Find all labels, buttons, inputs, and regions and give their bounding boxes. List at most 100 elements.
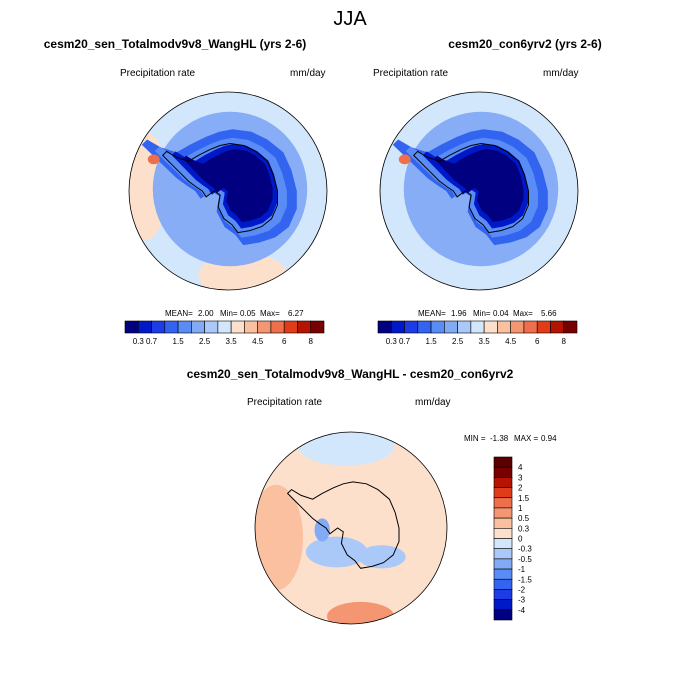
colorbar-swatch [493, 517, 513, 529]
colorbar-swatch [510, 320, 525, 334]
colorbar-swatch [204, 320, 219, 334]
map-boundary [254, 431, 448, 625]
colorbar-tick-label: 3.5 [479, 337, 491, 346]
colorbar-swatch [310, 320, 325, 334]
panel-3-min-label: MIN = [464, 434, 486, 443]
colorbar-tick-label: 6 [282, 337, 287, 346]
panel-3-title: cesm20_sen_Totalmodv9v8_WangHL - cesm20_… [186, 367, 514, 381]
panel-3-max-value: 0.94 [541, 434, 557, 443]
colorbar-swatch [536, 320, 551, 334]
colorbar-swatch [390, 320, 405, 334]
colorbar-swatch [493, 528, 513, 539]
colorbar-swatch [283, 320, 298, 334]
colorbar-swatch [493, 487, 513, 499]
colorbar-swatch [493, 477, 513, 488]
colorbar-swatch [151, 320, 166, 334]
colorbar-swatch [430, 320, 445, 334]
panel-1-title: cesm20_sen_Totalmodv9v8_WangHL (yrs 2-6) [43, 37, 307, 51]
pacific-negative-field [298, 432, 395, 466]
panel-2-colorbar: 0.3 0.7 1.5 2.5 3.5 4.5 6 8 [377, 320, 578, 346]
colorbar-tick-label: 2.5 [199, 337, 211, 346]
colorbar-tick-label: 3 [518, 473, 523, 482]
colorbar-tick-label: 8 [561, 337, 566, 346]
panel-1-right-label: mm/day [290, 68, 326, 79]
colorbar-swatch [493, 609, 513, 621]
colorbar-swatch [377, 320, 392, 334]
colorbar-tick-label: 2 [518, 484, 523, 493]
colorbar-swatch [483, 320, 498, 334]
colorbar-tick-label: -3 [518, 596, 526, 605]
colorbar-tick-label: 4.5 [505, 337, 517, 346]
colorbar-swatch [404, 320, 419, 334]
colorbar-tick-label: -1.5 [518, 575, 532, 584]
colorbar-tick-label: 1.5 [518, 494, 530, 503]
colorbar-swatch [493, 568, 513, 580]
colorbar-tick-label: 0.3 [133, 337, 145, 346]
colorbar-tick-label: -2 [518, 585, 526, 594]
colorbar-swatch [124, 320, 139, 334]
colorbar-swatch [164, 320, 179, 334]
antarctica-coastline [286, 481, 400, 569]
panel-1-colorbar: 0.3 0.7 1.5 2.5 3.5 4.5 6 8 [124, 320, 325, 346]
colorbar-swatch [493, 538, 513, 549]
panel-3-right-label: mm/day [415, 397, 451, 408]
colorbar-tick-label: 4 [518, 463, 523, 472]
colorbar-swatch [493, 466, 513, 478]
colorbar-swatch [563, 320, 578, 334]
colorbar-swatch [550, 320, 565, 334]
colorbar-tick-label: -0.5 [518, 555, 532, 564]
panel-1-min-value: 0.05 [240, 309, 256, 318]
colorbar-tick-label: 0.7 [146, 337, 158, 346]
colorbar-tick-label: 0 [518, 535, 523, 544]
colorbar-tick-label: -0.3 [518, 545, 532, 554]
colorbar-tick-label: 0.5 [518, 514, 530, 523]
colorbar-swatch [444, 320, 458, 334]
colorbar-swatch [497, 320, 511, 334]
colorbar-tick-label: 1.5 [426, 337, 438, 346]
colorbar-swatch [417, 320, 432, 334]
colorbar-swatch [177, 320, 192, 334]
colorbar-tick-label: 0.3 [518, 524, 530, 533]
colorbar-tick-label: 0.3 [386, 337, 398, 346]
panel-2-left-label: Precipitation rate [373, 68, 449, 79]
colorbar-swatch [493, 599, 513, 611]
colorbar-swatch [244, 320, 258, 334]
colorbar-swatch [493, 548, 513, 560]
colorbar-swatch [137, 320, 152, 334]
panel-2-max-label: Max= [513, 309, 533, 318]
panel-3-max-label: MAX = [514, 434, 539, 443]
panel-2-title: cesm20_con6yrv2 (yrs 2-6) [448, 37, 602, 51]
panel-3-left-label: Precipitation rate [247, 397, 323, 408]
map-boundary [379, 91, 579, 291]
peninsula-maximum [147, 154, 160, 165]
peninsula-maximum [398, 154, 411, 165]
colorbar-swatch [217, 320, 232, 334]
colorbar-tick-label: 6 [535, 337, 540, 346]
panel-2-right-label: mm/day [543, 68, 579, 79]
colorbar-tick-label: 4.5 [252, 337, 264, 346]
panel-2-mean-value: 1.96 [451, 309, 467, 318]
weddell-negative-field [305, 536, 368, 568]
panel-2-mean-label: MEAN= [418, 309, 446, 318]
colorbar-swatch [270, 320, 285, 334]
colorbar-swatch [257, 320, 272, 334]
colorbar-swatch [230, 320, 245, 334]
colorbar-swatch [470, 320, 485, 334]
plateau-field [183, 149, 273, 223]
colorbar-swatch [493, 558, 513, 570]
colorbar-swatch [493, 497, 513, 509]
colorbar-swatch [493, 589, 513, 600]
colorbar-tick-label: 1.5 [173, 337, 185, 346]
figure-title: JJA [333, 8, 367, 30]
colorbar-swatch [493, 507, 513, 519]
colorbar-swatch [457, 320, 472, 334]
colorbar-tick-label: 1 [518, 504, 523, 513]
panel-2-min-value: 0.04 [493, 309, 509, 318]
panel-1-map [128, 91, 328, 291]
colorbar-swatch [191, 320, 205, 334]
panel-1-left-label: Precipitation rate [120, 68, 196, 79]
panel-2-map [379, 91, 579, 291]
colorbar-tick-label: 0.7 [399, 337, 411, 346]
wilkes-negative-field [357, 545, 406, 569]
atlantic-positive-field [255, 484, 303, 591]
